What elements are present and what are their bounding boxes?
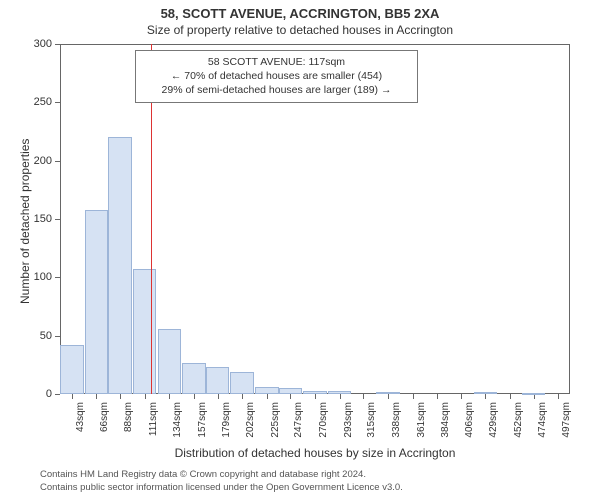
xtick-label: 134sqm bbox=[172, 402, 183, 438]
xtick-label: 157sqm bbox=[197, 402, 208, 438]
x-axis-label: Distribution of detached houses by size … bbox=[60, 446, 570, 460]
xtick-label: 202sqm bbox=[245, 402, 256, 438]
ytick-mark bbox=[55, 336, 60, 337]
ytick-mark bbox=[55, 161, 60, 162]
xtick-label: 88sqm bbox=[123, 402, 134, 432]
histogram-bar bbox=[474, 392, 498, 394]
xtick-mark bbox=[96, 394, 97, 399]
ytick-label: 50 bbox=[22, 330, 52, 342]
xtick-mark bbox=[363, 394, 364, 399]
ytick-label: 250 bbox=[22, 96, 52, 108]
xtick-mark bbox=[413, 394, 414, 399]
xtick-mark bbox=[290, 394, 291, 399]
histogram-bar bbox=[182, 363, 206, 395]
xtick-label: 315sqm bbox=[366, 402, 377, 438]
annotation-box: 58 SCOTT AVENUE: 117sqm← 70% of detached… bbox=[135, 50, 418, 103]
annotation-line-2: ← 70% of detached houses are smaller (45… bbox=[144, 69, 409, 83]
xtick-mark bbox=[558, 394, 559, 399]
xtick-mark bbox=[315, 394, 316, 399]
xtick-mark bbox=[72, 394, 73, 399]
ytick-mark bbox=[55, 394, 60, 395]
xtick-label: 225sqm bbox=[270, 402, 281, 438]
xtick-label: 66sqm bbox=[99, 402, 110, 432]
histogram-bar bbox=[376, 392, 400, 394]
y-axis-label: Number of detached properties bbox=[18, 139, 32, 304]
xtick-label: 452sqm bbox=[513, 402, 524, 438]
ytick-label: 300 bbox=[22, 38, 52, 50]
histogram-bar bbox=[328, 391, 352, 395]
xtick-mark bbox=[267, 394, 268, 399]
copyright-line-2: Contains public sector information licen… bbox=[40, 482, 590, 494]
xtick-mark bbox=[510, 394, 511, 399]
xtick-label: 497sqm bbox=[561, 402, 572, 438]
xtick-mark bbox=[169, 394, 170, 399]
xtick-mark bbox=[218, 394, 219, 399]
ytick-label: 0 bbox=[22, 388, 52, 400]
xtick-label: 43sqm bbox=[75, 402, 86, 432]
xtick-label: 338sqm bbox=[391, 402, 402, 438]
xtick-mark bbox=[461, 394, 462, 399]
histogram-bar bbox=[133, 269, 157, 394]
xtick-mark bbox=[388, 394, 389, 399]
xtick-label: 179sqm bbox=[221, 402, 232, 438]
copyright-line-1: Contains HM Land Registry data © Crown c… bbox=[40, 469, 590, 481]
histogram-bar bbox=[279, 388, 303, 394]
histogram-bar bbox=[60, 345, 84, 394]
annotation-line-1: 58 SCOTT AVENUE: 117sqm bbox=[144, 55, 409, 69]
histogram-bar bbox=[303, 391, 327, 395]
annotation-line-3: 29% of semi-detached houses are larger (… bbox=[144, 83, 409, 97]
xtick-label: 293sqm bbox=[343, 402, 354, 438]
xtick-mark bbox=[485, 394, 486, 399]
ytick-mark bbox=[55, 219, 60, 220]
xtick-mark bbox=[194, 394, 195, 399]
ytick-mark bbox=[55, 277, 60, 278]
chart-subtitle: Size of property relative to detached ho… bbox=[0, 21, 600, 37]
histogram-bar bbox=[206, 367, 230, 394]
xtick-label: 361sqm bbox=[416, 402, 427, 438]
histogram-bar bbox=[255, 387, 279, 394]
xtick-label: 474sqm bbox=[537, 402, 548, 438]
histogram-bar bbox=[230, 372, 254, 394]
ytick-mark bbox=[55, 44, 60, 45]
xtick-label: 429sqm bbox=[488, 402, 499, 438]
xtick-mark bbox=[120, 394, 121, 399]
histogram-bar bbox=[85, 210, 109, 394]
xtick-label: 111sqm bbox=[148, 402, 159, 436]
xtick-label: 384sqm bbox=[440, 402, 451, 438]
chart-title: 58, SCOTT AVENUE, ACCRINGTON, BB5 2XA bbox=[0, 0, 600, 21]
histogram-bar bbox=[158, 329, 182, 394]
xtick-mark bbox=[242, 394, 243, 399]
ytick-mark bbox=[55, 102, 60, 103]
xtick-mark bbox=[145, 394, 146, 399]
xtick-label: 406sqm bbox=[464, 402, 475, 438]
xtick-mark bbox=[437, 394, 438, 399]
xtick-mark bbox=[340, 394, 341, 399]
histogram-bar bbox=[108, 137, 132, 394]
histogram-bar bbox=[522, 393, 546, 395]
xtick-label: 247sqm bbox=[293, 402, 304, 438]
xtick-label: 270sqm bbox=[318, 402, 329, 438]
